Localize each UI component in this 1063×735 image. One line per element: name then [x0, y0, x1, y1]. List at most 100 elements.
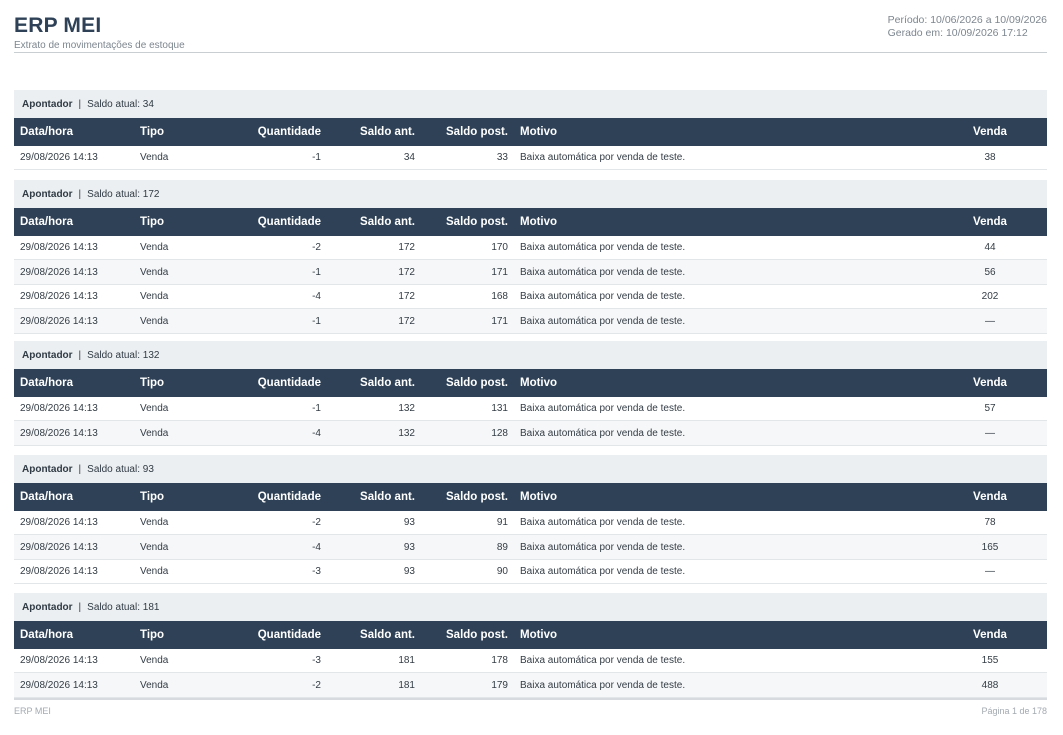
table-cell: 56 [933, 259, 1047, 285]
column-header: Venda [973, 216, 1007, 228]
movements-table: Data/hora Tipo Quantidade Saldo ant. Saldo p… [14, 621, 1047, 698]
table-cell: Baixa automática por venda de teste. [514, 534, 933, 560]
column-header: Data/hora [20, 629, 74, 641]
column-header: Motivo [520, 126, 558, 138]
column-header: Quantidade [257, 491, 321, 503]
section-header: Apontador | Saldo atual: 172 [14, 180, 1047, 208]
movements-table: Data/hora Tipo Quantidade Saldo ant. Saldo p… [14, 369, 1047, 446]
table-cell: -4 [224, 534, 327, 560]
column-header: Tipo [140, 377, 165, 389]
table-cell: Baixa automática por venda de teste. [514, 559, 933, 584]
table-cell: 29/08/2026 14:13 [14, 397, 134, 421]
movements-table: Data/hora Tipo Quantidade Saldo ant. Saldo p… [14, 118, 1047, 170]
product-section: Apontador | Saldo atual: 172 Data/hora Tipo Q… [14, 180, 1047, 334]
section-header: Apontador | Saldo atual: 93 [14, 455, 1047, 483]
table-cell: 172 [327, 236, 421, 260]
table-cell: -4 [224, 284, 327, 309]
product-name: Apontador [22, 98, 73, 110]
table-cell: 29/08/2026 14:13 [14, 420, 134, 446]
table-cell: 172 [327, 259, 421, 285]
table-cell: 29/08/2026 14:13 [14, 672, 134, 698]
table-cell: -1 [224, 146, 327, 170]
table-cell: 155 [933, 649, 1047, 673]
product-section: Apontador | Saldo atual: 181 Data/hora Tipo Q… [14, 593, 1047, 698]
table-row: 29/08/2026 14:13 Venda -4 93 89 Baixa automát… [14, 534, 1047, 560]
product-name: Apontador [22, 463, 73, 475]
table-cell: Venda [134, 534, 224, 560]
table-row: 29/08/2026 14:13 Venda -3 93 90 Baixa automát… [14, 559, 1047, 584]
table-header-row: Data/hora Tipo Quantidade Saldo ant. Saldo p… [14, 483, 1047, 511]
column-header: Saldo post. [446, 216, 508, 228]
column-header: Motivo [520, 216, 558, 228]
table-cell: -2 [224, 511, 327, 535]
table-cell: 29/08/2026 14:13 [14, 236, 134, 260]
table-row: 29/08/2026 14:13 Venda -4 172 168 Baixa autom… [14, 284, 1047, 309]
column-header: Quantidade [257, 126, 321, 138]
table-cell: -3 [224, 559, 327, 584]
column-header: Saldo ant. [360, 377, 415, 389]
current-balance: Saldo atual: 181 [87, 601, 160, 613]
table-header-row: Data/hora Tipo Quantidade Saldo ant. Saldo p… [14, 118, 1047, 146]
column-header: Saldo ant. [360, 629, 415, 641]
section-header: Apontador | Saldo atual: 132 [14, 341, 1047, 369]
table-cell: -4 [224, 420, 327, 446]
column-header: Motivo [520, 629, 558, 641]
table-cell: 165 [933, 534, 1047, 560]
column-header: Venda [973, 491, 1007, 503]
generated-text: Gerado em: 10/09/2026 17:12 [887, 27, 1028, 39]
table-cell: 29/08/2026 14:13 [14, 308, 134, 334]
column-header: Saldo post. [446, 491, 508, 503]
current-balance: Saldo atual: 93 [87, 463, 154, 475]
table-header-row: Data/hora Tipo Quantidade Saldo ant. Saldo p… [14, 621, 1047, 649]
table-cell: 178 [421, 649, 514, 673]
table-cell: 44 [933, 236, 1047, 260]
table-cell: 181 [327, 672, 421, 698]
header-separator: | [78, 349, 82, 361]
table-cell: Venda [134, 284, 224, 309]
column-header: Saldo post. [446, 126, 508, 138]
table-cell: Baixa automática por venda de teste. [514, 397, 933, 421]
header-separator: | [78, 188, 82, 200]
column-header: Saldo post. [446, 377, 508, 389]
table-cell: 132 [327, 420, 421, 446]
table-cell: 93 [327, 559, 421, 584]
report-header: ERP MEI Extrato de movimentações de esto… [14, 12, 1047, 53]
table-row: 29/08/2026 14:13 Venda -3 181 178 Baixa autom… [14, 649, 1047, 673]
column-header: Data/hora [20, 216, 74, 228]
product-section: Apontador | Saldo atual: 93 Data/hora Tipo Qu… [14, 455, 1047, 584]
column-header: Venda [973, 377, 1007, 389]
movements-table: Data/hora Tipo Quantidade Saldo ant. Saldo p… [14, 483, 1047, 584]
column-header: Quantidade [257, 216, 321, 228]
column-header: Data/hora [20, 377, 74, 389]
table-cell: Venda [134, 146, 224, 170]
column-header: Tipo [140, 491, 165, 503]
table-cell: 38 [933, 146, 1047, 170]
table-cell: — [933, 420, 1047, 446]
table-cell: 179 [421, 672, 514, 698]
table-row: 29/08/2026 14:13 Venda -2 181 179 Baixa autom… [14, 672, 1047, 698]
table-cell: Venda [134, 420, 224, 446]
table-cell: 34 [327, 146, 421, 170]
current-balance: Saldo atual: 132 [87, 349, 160, 361]
table-cell: — [933, 308, 1047, 334]
table-cell: 29/08/2026 14:13 [14, 534, 134, 560]
product-name: Apontador [22, 601, 73, 613]
current-balance: Saldo atual: 34 [87, 98, 154, 110]
column-header: Venda [973, 126, 1007, 138]
page-title: ERP MEI [14, 14, 102, 37]
table-cell: 91 [421, 511, 514, 535]
footer-app-name: ERP MEI [14, 706, 51, 716]
column-header: Tipo [140, 126, 165, 138]
table-cell: 172 [327, 308, 421, 334]
table-cell: Baixa automática por venda de teste. [514, 284, 933, 309]
table-cell: 29/08/2026 14:13 [14, 146, 134, 170]
column-header: Data/hora [20, 491, 74, 503]
table-cell: 29/08/2026 14:13 [14, 259, 134, 285]
table-row: 29/08/2026 14:13 Venda -1 172 171 Baixa autom… [14, 259, 1047, 285]
table-cell: 33 [421, 146, 514, 170]
table-cell: 202 [933, 284, 1047, 309]
table-cell: 78 [933, 511, 1047, 535]
table-cell: 181 [327, 649, 421, 673]
table-cell: Venda [134, 308, 224, 334]
table-cell: Baixa automática por venda de teste. [514, 146, 933, 170]
